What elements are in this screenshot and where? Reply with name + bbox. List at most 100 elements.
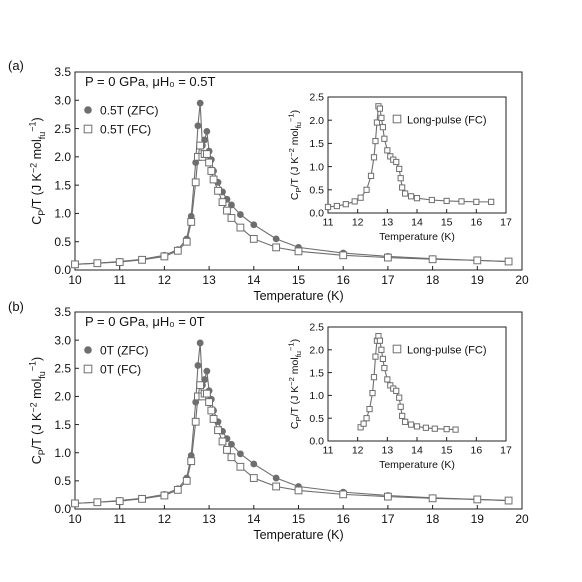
panel-b-inset-series-1-point [422, 424, 429, 431]
panel-b-series-2-point [173, 485, 182, 494]
panel-a-series-2-point [138, 255, 146, 264]
panel-a-legend-label: 0.5T (ZFC) [100, 104, 158, 118]
panel-a-x-tick-label: 10 [68, 273, 82, 287]
panel-a-series-1-point [187, 212, 195, 220]
panel-a-x-tick-label: 16 [337, 273, 351, 287]
panel-a-inset-x-tick-label: 13 [381, 217, 393, 229]
panel-a-x-tick-label: 14 [247, 273, 261, 287]
panel-a-y-tick-label: 0.5 [54, 235, 71, 249]
panel-a-y-tick-label: 1.5 [54, 178, 71, 192]
panel-a-x-tick-label: 12 [158, 273, 172, 287]
panel-a-series-2-point [272, 243, 281, 252]
panel-b-inset-series-1-point [379, 355, 386, 363]
panel-b-series-2-point [294, 486, 303, 495]
panel-b-series-1-point [194, 362, 202, 369]
panel-b-inset-series-1-point [397, 403, 404, 410]
panel-a-inset-series-1-point [381, 135, 388, 142]
panel-b-y-tick-label: 1.0 [54, 446, 71, 460]
panel-b-series-1-point [196, 339, 204, 347]
panel-b-inset-legend-marker [392, 344, 402, 354]
panel-b-x-tick-label: 14 [247, 512, 261, 526]
panel-a-inset-x-tick-label: 16 [470, 217, 482, 229]
panel-a-y-tick-label: 3.0 [54, 93, 71, 107]
panel-b-x-tick-label: 20 [515, 512, 529, 526]
panel-b-y-tick-label: 2.5 [54, 361, 71, 375]
panel-a-series-2-point [187, 218, 196, 226]
panel-b-inset-y-tick-label: 1.5 [309, 367, 324, 379]
panel-a-x-tick-label: 15 [292, 273, 306, 287]
panel-b-series-1-point [250, 460, 258, 468]
panel-b-y-tick-label: 0.5 [54, 474, 71, 488]
panel-b-inset-series-1-point [431, 425, 438, 432]
panel-a-y-axis-title: CP/T (J K−2 molfu−1) [27, 117, 46, 224]
panel-a-inset-y-tick-label: 1.0 [309, 161, 324, 173]
panel-b-inset-series-1-point [366, 405, 373, 413]
panel-b-y-tick-label: 2.0 [54, 390, 71, 404]
panel-b-legend-marker [84, 346, 92, 354]
panel-a-legend-marker [83, 124, 93, 134]
panel-b-series-1-point [203, 367, 211, 375]
panel-a-series-2-point [384, 253, 392, 262]
panel-b-inset-series-1-point [369, 390, 376, 397]
panel-a-inset-series-1-point [396, 165, 403, 173]
panel-a-series-2-point [115, 258, 124, 266]
panel-a-series-2-point [218, 198, 227, 207]
panel-a-y-tick-label: 1.0 [54, 207, 71, 221]
panel-b-series-2-point [473, 495, 482, 504]
panel-a-inset-legend-marker [392, 114, 402, 124]
panel-b-inset-y-tick-label: 0.5 [309, 413, 324, 425]
panel-a-inset-legend-label: Long-pulse (FC) [407, 115, 486, 127]
panel-b-series-2-point [236, 462, 245, 471]
panel-a-series-2-point [173, 246, 182, 255]
panel-b-y-tick-label: 1.5 [54, 418, 71, 432]
panel-b-series-2-point [93, 498, 102, 507]
panel-a-series-2-point [504, 257, 513, 266]
panel-b-inset-y-axis-title: CP/T (J K−2 molfu−1) [286, 339, 303, 429]
panel-b-x-tick-label: 17 [381, 512, 395, 526]
panel-b-series-1-point [201, 376, 209, 383]
panel-b-series-2-point [115, 497, 124, 506]
panel-b-y-axis-title-group: CP/T (J K−2 molfu−1) [27, 357, 46, 464]
panel-b-x-tick-label: 15 [292, 512, 306, 526]
panel-a-x-tick-label: 20 [515, 273, 529, 287]
panel-b-series-2-point [504, 496, 513, 505]
panel-a-series-1-point [250, 221, 258, 229]
panel-b-inset-series-1-point [360, 420, 367, 427]
panel-a-inset-series-1-point [363, 186, 370, 193]
panel-a-series-2-point [71, 260, 79, 269]
panel-a-inset-series-1-point [443, 197, 450, 205]
panel-b-series-2-point [205, 398, 213, 406]
panel-b-series-2-point [202, 389, 211, 398]
panel-a-inset-x-tick-label: 11 [323, 217, 334, 229]
panel-b-inset-series-1-point [443, 426, 450, 433]
panel-a-series-2-point [209, 175, 218, 184]
panel-b-series-2-point [191, 417, 200, 426]
panel-b-inset-series-1-point [402, 418, 409, 425]
panel-a-series-1-point [228, 201, 235, 209]
panel-a-inset-x-tick-label: 14 [411, 217, 423, 229]
panel-b-inset-series-1-point [393, 387, 400, 394]
panel-a-series-1-point [196, 99, 204, 107]
panel-a-x-axis-title: Temperature (K) [253, 289, 343, 303]
panel-b-series-2-point [223, 446, 231, 454]
panel-b-y-tick-label: 0.0 [54, 502, 71, 516]
panel-b-inset-series-1-point [413, 423, 421, 430]
panel-a-inset-series-1-point [407, 193, 415, 200]
panel-b-series-2-point [218, 437, 227, 446]
panel-b-legend-label: 0T (FC) [100, 363, 141, 377]
panel-a-y-tick-label: 2.5 [54, 122, 71, 136]
panel-b-series-2-point [207, 406, 216, 415]
panel-a-inset-series-1-point [372, 137, 379, 145]
panel-b-inset-x-tick-label: 16 [470, 445, 482, 457]
panel-a-series-2-point [202, 150, 211, 158]
panel-a-annotation: P = 0 GPa, μH₀ = 0.5T [85, 74, 215, 89]
panel-a-inset-series-1-point [324, 203, 332, 211]
panel-a-x-tick-label: 11 [113, 273, 126, 287]
panel-b-series-2-point [272, 482, 281, 491]
panel-a-x-tick-label: 17 [381, 273, 395, 287]
panel-a-inset-x-tick-label: 17 [500, 217, 512, 229]
panel-b-series-2-point [138, 494, 146, 503]
panel-b-y-tick-label: 3.5 [54, 305, 71, 319]
panel-a-series-1-point [272, 235, 280, 243]
